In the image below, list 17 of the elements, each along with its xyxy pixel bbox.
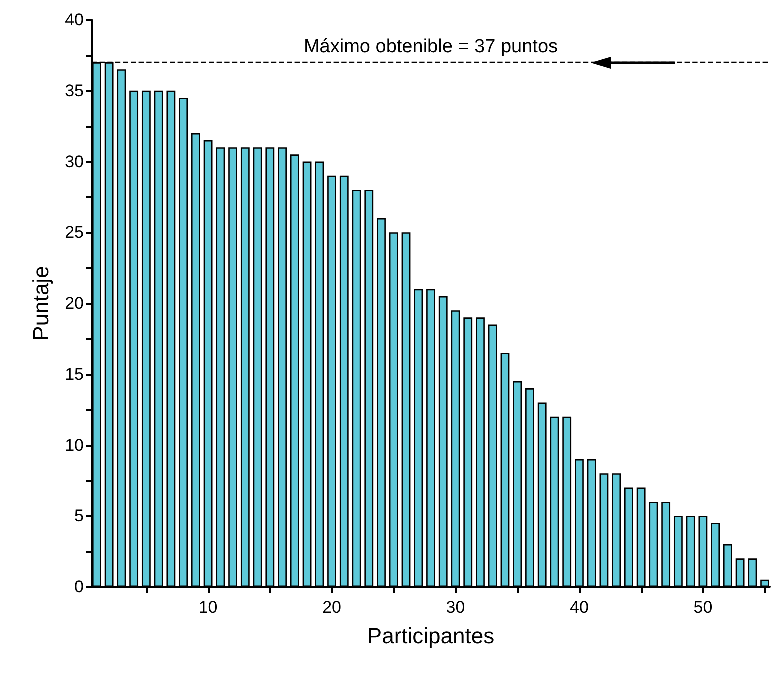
x-tick-label: 30 — [446, 598, 466, 617]
x-axis-title: Participantes — [367, 624, 495, 648]
x-tick-label: 50 — [694, 598, 713, 617]
y-tick-label: 0 — [74, 578, 84, 596]
y-axis-title: Puntaje — [28, 266, 54, 341]
y-tick-label: 5 — [74, 506, 84, 526]
y-tick-label: 35 — [65, 81, 84, 100]
ref-line-label: Máximo obtenible = 37 puntos — [304, 36, 558, 58]
y-tick-label: 30 — [65, 152, 84, 172]
x-tick-label: 40 — [570, 598, 589, 617]
y-tick-label: 40 — [65, 10, 84, 30]
y-tick-label: 10 — [65, 436, 84, 455]
y-tick-label: 20 — [65, 294, 84, 313]
y-tick-label: 25 — [65, 223, 84, 242]
x-tick-label: 10 — [198, 598, 218, 617]
x-tick-label: 20 — [322, 598, 342, 617]
y-tick-label: 15 — [65, 364, 84, 384]
